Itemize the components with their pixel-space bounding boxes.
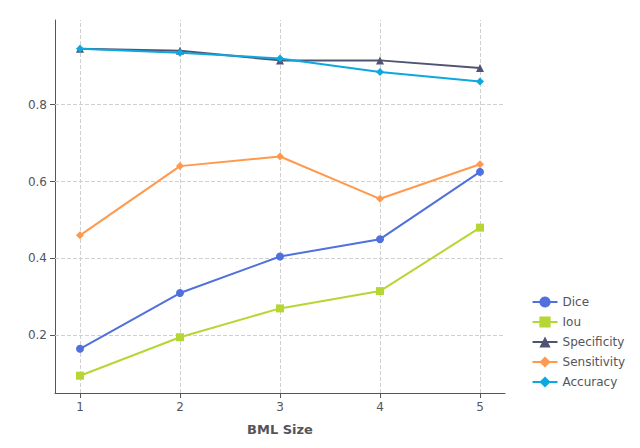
svg-text:BML Size: BML Size	[247, 422, 313, 437]
svg-text:Accuracy: Accuracy	[563, 375, 618, 389]
svg-text:1: 1	[76, 400, 84, 414]
svg-text:Iou: Iou	[563, 315, 582, 329]
svg-text:0.2: 0.2	[28, 328, 47, 342]
svg-text:Dice: Dice	[563, 295, 590, 309]
svg-text:Specificity: Specificity	[563, 335, 625, 349]
svg-text:4: 4	[376, 400, 384, 414]
svg-text:0.4: 0.4	[28, 251, 47, 265]
svg-text:2: 2	[176, 400, 184, 414]
svg-text:3: 3	[276, 400, 284, 414]
svg-text:0.8: 0.8	[28, 98, 47, 112]
svg-text:Sensitivity: Sensitivity	[563, 355, 625, 369]
svg-text:5: 5	[476, 400, 484, 414]
svg-text:0.6: 0.6	[28, 175, 47, 189]
